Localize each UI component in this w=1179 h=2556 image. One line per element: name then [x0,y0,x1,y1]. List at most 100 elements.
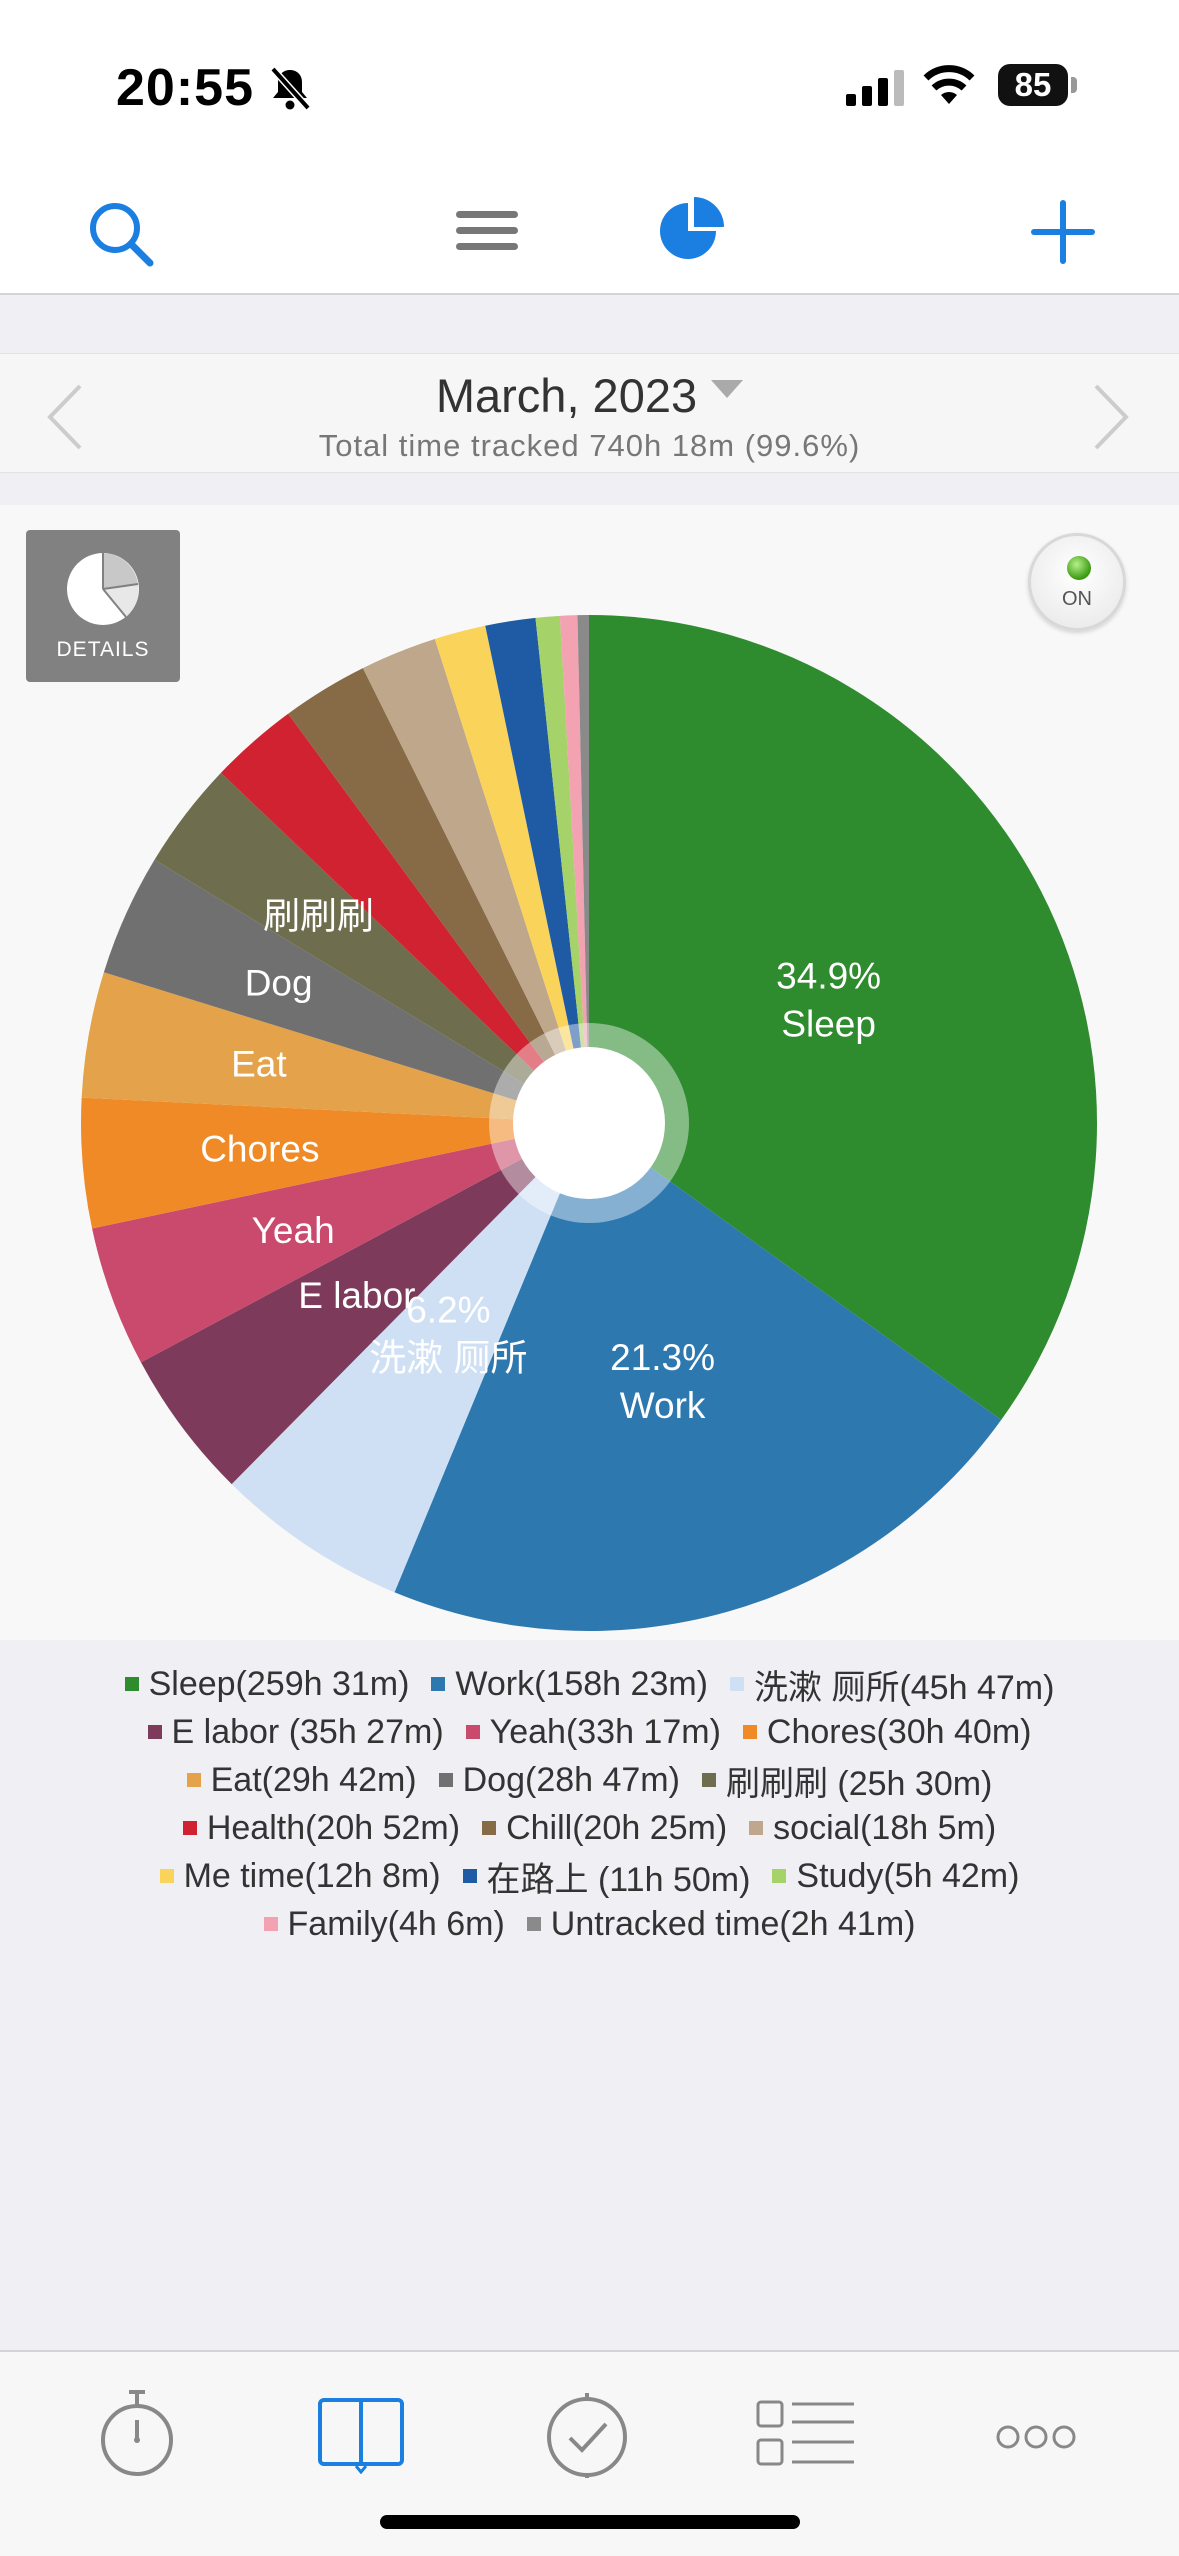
legend-row-4: Me time(12h 8m) 在路上 (11h 50m) Study(5h 42m… [0,1852,1179,1900]
legend-item: 在路上 (11h 50m) [462,1852,751,1901]
pie-slice-14[interactable] [535,615,589,1123]
pie-slice-4[interactable] [92,1123,590,1363]
pie-slice-0[interactable] [589,615,1097,1420]
add-icon[interactable] [1026,195,1100,269]
on-toggle-button[interactable]: ON [1028,533,1126,631]
month-selector[interactable]: March, 2023 [0,368,1179,423]
pie-chart: 34.9% Sleep 21.3% Work 6.2% 洗漱 厕所 E labor Yeah C… [81,615,1097,1631]
pie-details-icon [67,553,139,625]
legend-item: Sleep(259h 31m) [124,1664,410,1704]
dropdown-triangle-icon [711,380,744,398]
pie-slice-1[interactable] [394,1123,1002,1631]
legend-item: 洗漱 厕所(45h 47m) [730,1660,1054,1709]
legend-item: Work(158h 23m) [431,1665,708,1704]
legend-label: Chill(20h 25m) [506,1808,728,1847]
pie-slice-label-0-1: Sleep [781,1003,876,1044]
menu-icon[interactable] [452,197,524,267]
pie-chart-icon[interactable] [654,193,730,269]
status-bar: 20:55 85 [0,0,1179,175]
legend-swatch [749,1821,764,1835]
legend-row-1: E labor (35h 27m) Yeah(33h 17m) Chores(30h… [0,1708,1179,1756]
legend-item: Untracked time(2h 41m) [526,1904,916,1944]
legend-swatch [182,1821,197,1835]
legend-row-0: Sleep(259h 31m) Work(158h 23m) 洗漱 厕所(45h 4… [0,1660,1179,1708]
legend-label: Chores(30h 40m) [766,1712,1032,1751]
pie-slice-15[interactable] [559,615,589,1123]
legend-item: E labor (35h 27m) [147,1712,444,1752]
legend-label: 在路上 (11h 50m) [486,1860,751,1899]
pie-slice-label-4-0: Yeah [252,1210,335,1251]
pie-slice-12[interactable] [434,625,589,1123]
legend-row-5: Family(4h 6m) Untracked time(2h 41m) [0,1900,1179,1948]
legend-swatch [465,1725,480,1739]
legend-item: Eat(29h 42m) [186,1760,417,1800]
legend-item: social(18h 5m) [749,1809,996,1848]
legend-swatch [438,1773,453,1787]
pie-slice-label-1-1: Work [620,1385,706,1426]
pie-slice-11[interactable] [362,638,589,1123]
pie-slice-2[interactable] [231,1123,590,1593]
legend-label: E labor (35h 27m) [171,1712,444,1751]
battery-indicator: 85 [998,64,1068,106]
book-tab-icon[interactable] [316,2394,406,2474]
pie-slice-13[interactable] [485,617,589,1123]
pie-slice-label-3-0: E labor [298,1275,415,1316]
legend-swatch [159,1869,174,1883]
legend-row-3: Health(20h 52m) Chill(20h 25m) social(18h … [0,1804,1179,1852]
legend-label: 洗漱 厕所(45h 47m) [754,1668,1055,1707]
legend-item: Me time(12h 8m) [159,1856,441,1896]
legend-swatch [462,1869,477,1883]
top-toolbar [0,175,1179,295]
legend-label: Eat(29h 42m) [210,1760,417,1799]
pie-slice-7[interactable] [103,859,589,1123]
details-button[interactable]: DETAILS [26,530,180,682]
pie-slice-5[interactable] [81,1097,589,1229]
wifi-icon [923,65,975,104]
legend-item: Family(4h 6m) [263,1904,505,1944]
next-month-arrow-icon[interactable] [1090,384,1130,450]
list-tab-icon[interactable] [756,2398,856,2470]
legend-label: Work(158h 23m) [455,1664,708,1703]
legend-swatch [482,1821,497,1835]
more-tab-icon[interactable] [996,2422,1076,2452]
legend-row-2: Eat(29h 42m) Dog(28h 47m) 刷刷刷 (25h 30m) [0,1756,1179,1804]
legend-label: Health(20h 52m) [206,1808,461,1847]
pie-slice-8[interactable] [154,772,589,1123]
legend-label: Untracked time(2h 41m) [550,1904,916,1943]
chart-legend: Sleep(259h 31m) Work(158h 23m) 洗漱 厕所(45h 4… [0,1660,1179,1948]
pie-slice-9[interactable] [220,713,590,1123]
pie-slice-label-7-0: Dog [245,962,313,1003]
legend-swatch [147,1725,162,1739]
legend-label: Yeah(33h 17m) [489,1712,721,1751]
pie-slice-10[interactable] [288,668,589,1123]
stopwatch-tab-icon[interactable] [96,2388,178,2480]
legend-item: 刷刷刷 (25h 30m) [701,1756,992,1805]
checkmark-clock-tab-icon[interactable] [544,2392,630,2478]
pie-slice-6[interactable] [81,972,589,1123]
toggle-label: ON [1062,588,1092,610]
legend-label: Family(4h 6m) [287,1904,505,1943]
pie-slice-label-8-0: 刷刷刷 [263,895,374,936]
legend-label: social(18h 5m) [773,1808,997,1847]
legend-item: Yeah(33h 17m) [465,1712,721,1752]
legend-item: Chores(30h 40m) [742,1712,1032,1752]
legend-label: Me time(12h 8m) [183,1856,441,1895]
bell-muted-icon [270,66,311,111]
status-led-icon [1067,556,1091,580]
month-title: March, 2023 [435,369,698,422]
pie-slice-label-6-0: Eat [231,1043,287,1084]
total-time-tracked: Total time tracked 740h 18m (99.6%) [318,428,861,463]
legend-swatch [526,1917,541,1931]
legend-label: Sleep(259h 31m) [148,1664,410,1703]
search-icon[interactable] [82,195,162,275]
previous-month-arrow-icon[interactable] [46,384,86,450]
pie-slice-3[interactable] [140,1123,589,1485]
pie-slice-16[interactable] [577,615,589,1123]
legend-item: Dog(28h 47m) [438,1760,680,1800]
legend-label: Dog(28h 47m) [462,1760,680,1799]
month-header: March, 2023 Total time tracked 740h 18m … [0,353,1179,473]
legend-item: Health(20h 52m) [182,1808,461,1848]
pie-slice-label-0-0: 34.9% [776,955,881,996]
pie-slice-label-1-0: 21.3% [610,1337,715,1378]
legend-swatch [730,1677,744,1691]
